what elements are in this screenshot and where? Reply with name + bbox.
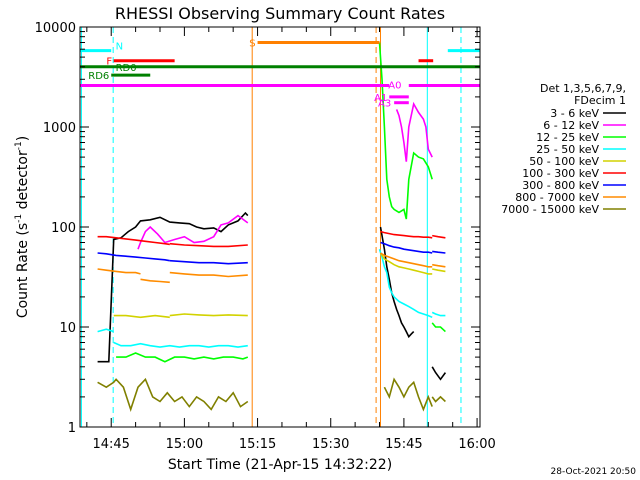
legend-label-6: 300 - 800 keV [522, 179, 599, 192]
legend-label-7: 800 - 7000 keV [515, 191, 599, 204]
series-3-segment-3 [431, 311, 446, 317]
y-axis-label-end: ) [15, 136, 31, 141]
series-4-segment-2 [379, 252, 433, 275]
series-4-segment-3 [432, 268, 446, 273]
timestamp: 28-Oct-2021 20:50 [551, 467, 637, 477]
legend-header-0: Det 1,3,5,6,7,9, [540, 82, 626, 95]
flag-label-2: S [249, 38, 255, 49]
legend-label-8: 7000 - 15000 keV [501, 203, 599, 216]
x-tick-label-5: 16:00 [458, 437, 495, 452]
y-tick-label-4: 10000 [35, 21, 76, 36]
series-5-segment-1 [169, 242, 248, 248]
series-0-segment-0 [97, 211, 249, 363]
flag-label-0: N [116, 42, 123, 53]
series-7-segment-2 [169, 271, 248, 278]
legend-label-3: 25 - 50 keV [536, 143, 599, 156]
y-axis-label-main: Count Rate (s [15, 223, 31, 318]
x-tick-label-2: 15:15 [239, 437, 276, 452]
series-8-segment-1 [383, 377, 433, 412]
x-tick-label-0: 14:45 [92, 437, 129, 452]
series-4-segment-1 [169, 313, 248, 317]
y-axis-label-mid: detector [15, 150, 31, 214]
y-axis-label: Count Rate (s-1 detector-1) [14, 136, 31, 318]
series-0-segment-1 [379, 226, 415, 339]
x-tick-label-4: 15:45 [385, 437, 422, 452]
series-6-segment-1 [169, 259, 248, 265]
y-tick-label-3: 1000 [43, 121, 76, 136]
flag-label-5: A0 [388, 81, 401, 92]
series-2-segment-1 [378, 42, 433, 220]
series-8-segment-0 [97, 377, 249, 412]
series-7-segment-3 [380, 252, 433, 268]
flag-label-1: F [106, 57, 112, 68]
series-1-segment-1 [395, 101, 433, 162]
series-6-segment-3 [432, 250, 446, 254]
y-tick-label-1: 10 [59, 321, 76, 336]
series-6-segment-0 [97, 252, 170, 262]
series-3-segment-1 [113, 341, 248, 348]
flag-label-3: RD0 [116, 63, 137, 74]
y-axis-label-sup1: -1 [14, 214, 24, 223]
series-2-segment-2 [431, 322, 446, 333]
y-tick-label-2: 100 [51, 221, 76, 236]
series-5-segment-3 [432, 234, 446, 239]
series-0-segment-2 [431, 366, 447, 381]
y-axis-label-sup2: -1 [14, 141, 24, 150]
series-5-segment-0 [97, 235, 170, 246]
series-3-segment-0 [97, 328, 114, 333]
series-2-segment-0 [116, 352, 249, 363]
series-3-segment-2 [378, 248, 433, 319]
series-4-segment-0 [113, 314, 170, 319]
legend-label-2: 12 - 25 keV [536, 131, 599, 144]
y-tick-label-0: 1 [68, 421, 76, 436]
series-5-segment-2 [380, 230, 433, 239]
flag-label-6: A1 [374, 93, 387, 104]
legend-label-4: 50 - 100 keV [529, 155, 599, 168]
legend-label-1: 6 - 12 keV [543, 119, 599, 132]
series-8-segment-2 [431, 395, 446, 403]
legend-label-5: 100 - 300 keV [522, 167, 599, 180]
series-7-segment-1 [140, 278, 170, 284]
series-7-segment-4 [432, 263, 446, 268]
series-1-segment-0 [137, 214, 249, 250]
x-tick-label-1: 15:00 [166, 437, 203, 452]
series-6-segment-2 [380, 241, 433, 254]
flag-label-4: RD6 [88, 71, 109, 82]
legend-header-1: FDecim 1 [574, 94, 626, 107]
series-7-segment-0 [97, 268, 141, 275]
data-series [97, 42, 447, 412]
legend-label-0: 3 - 6 keV [550, 107, 599, 120]
x-tick-label-3: 15:30 [312, 437, 349, 452]
flag-label-7: A3 [378, 99, 391, 110]
chart-title: RHESSI Observing Summary Count Rates [115, 4, 445, 23]
x-axis-label: Start Time (21-Apr-15 14:32:22) [168, 457, 392, 473]
